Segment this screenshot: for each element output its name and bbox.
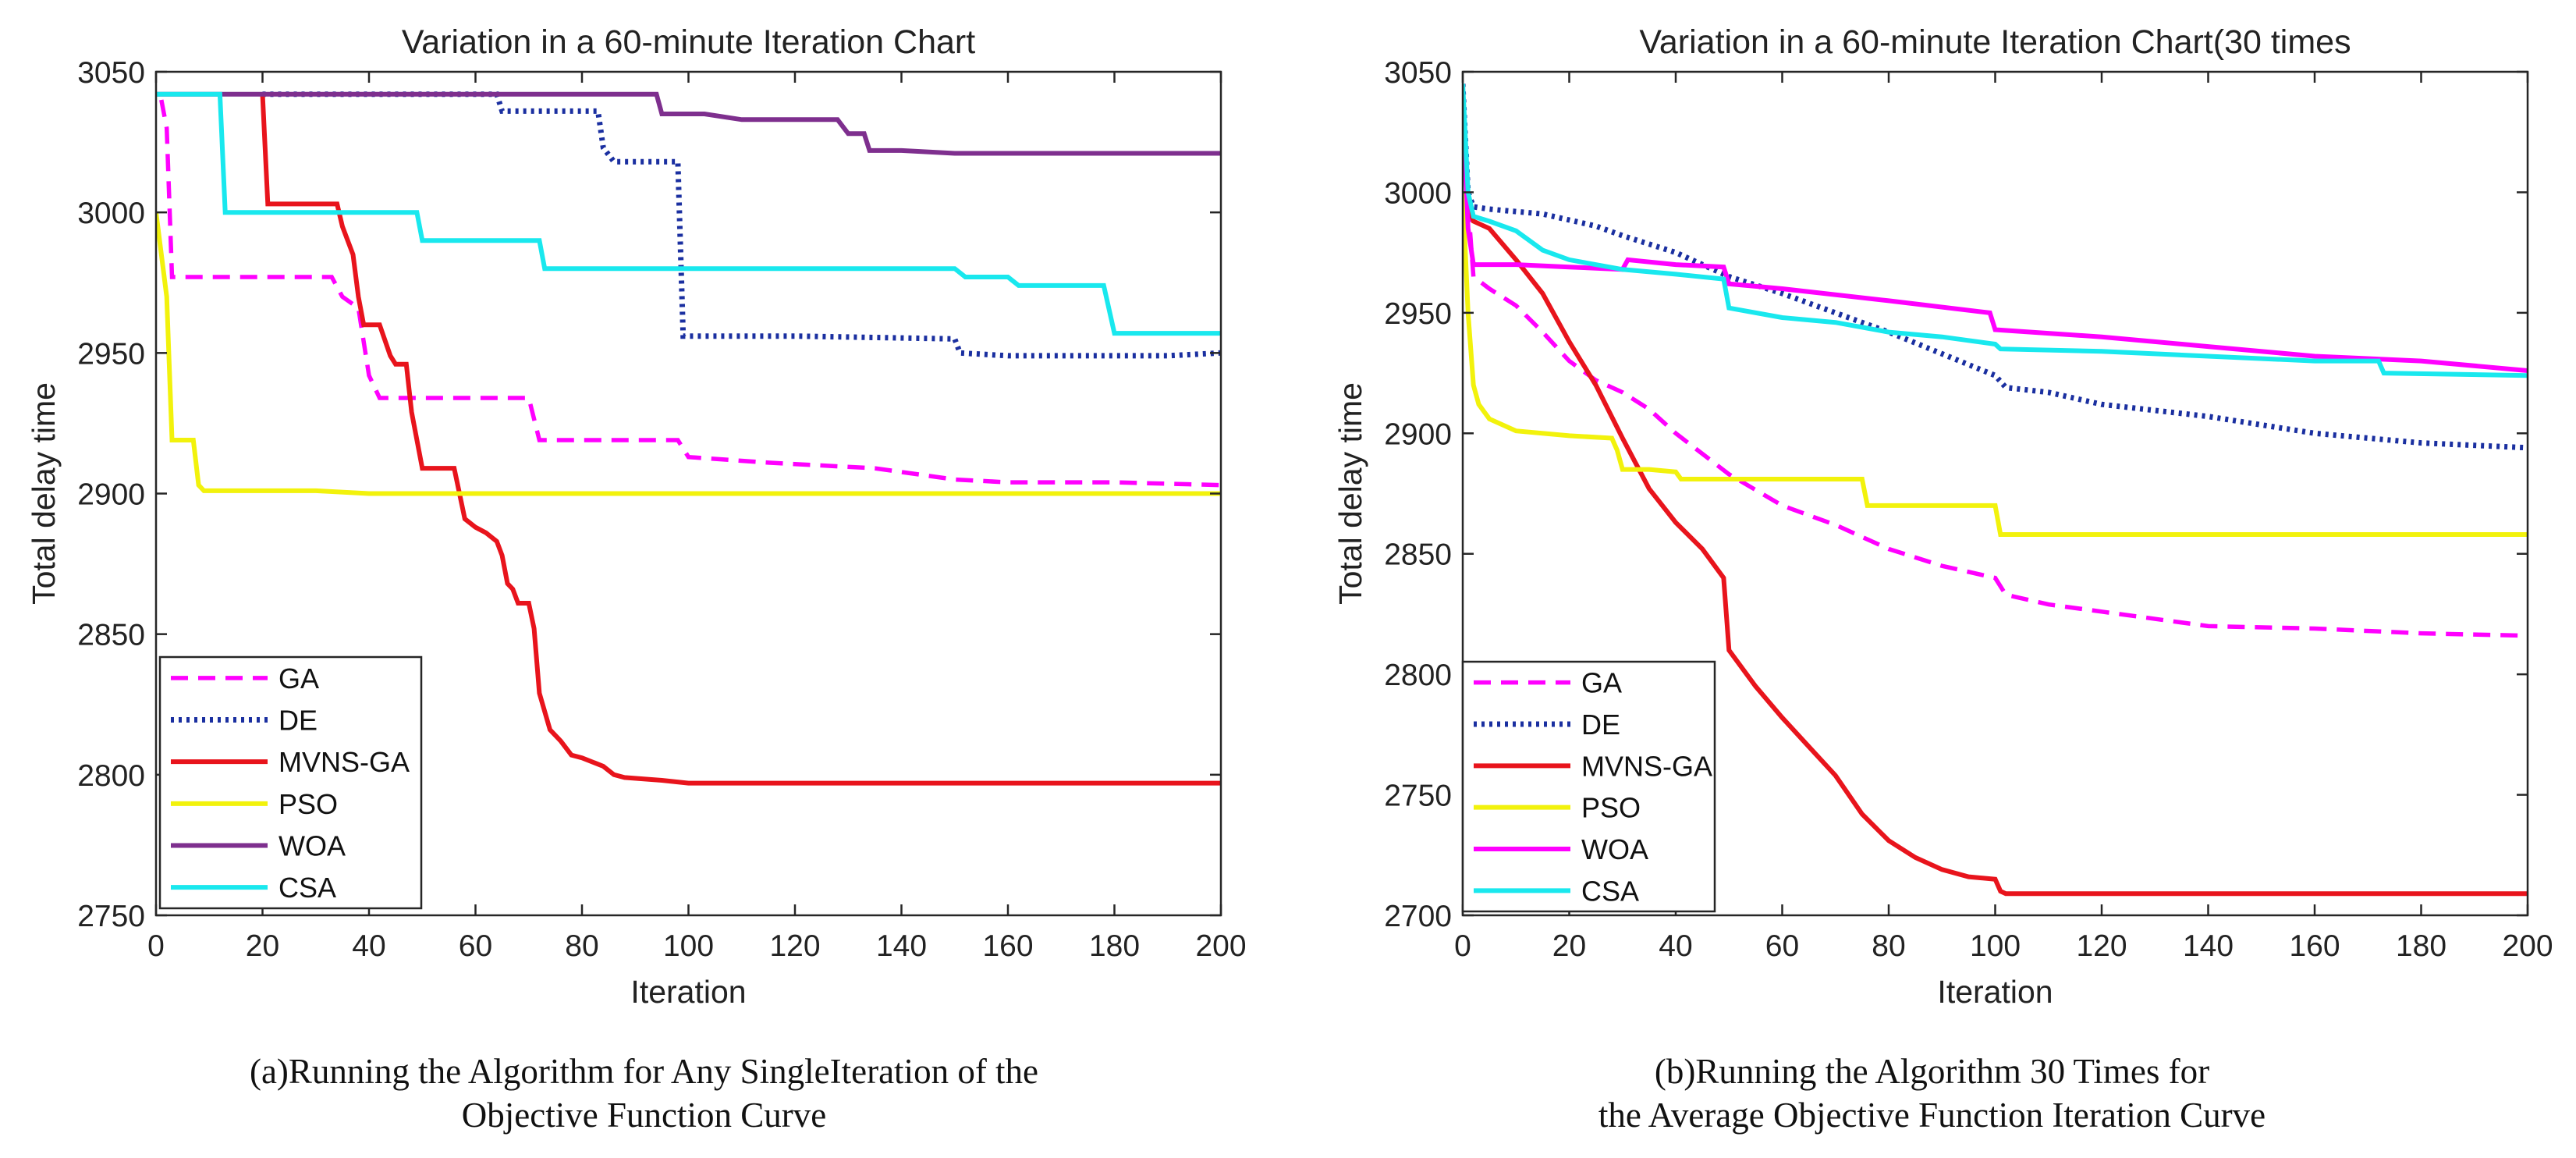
chart-a-svg: 0 20 40 60 80 100 120 140 160 180 200 2750 2800 2850 2…	[26, 23, 1247, 1010]
chart-a-title: Variation in a 60-minute Iteration Chart	[402, 23, 975, 61]
chart-a-x-tick-label: 200	[1195, 929, 1246, 963]
chart-a-y-tick-label: 2950	[77, 337, 145, 371]
chart-b-y-tick-label: 2850	[1384, 538, 1452, 572]
chart-b-x-tick-label: 120	[2076, 929, 2127, 963]
chart-a-legend-label-de: DE	[279, 705, 318, 737]
chart-a-legend-label-pso: PSO	[279, 788, 338, 820]
chart-a-series-group	[156, 91, 1221, 786]
chart-a-legend-label-woa: WOA	[279, 830, 346, 862]
caption-b: (b)Running the Algorithm 30 Times for th…	[1288, 1050, 2576, 1137]
chart-b-series-line-ga	[1463, 95, 2528, 638]
chart-a-legend-box	[158, 655, 423, 910]
chart-a-x-axis-label: Iteration	[630, 974, 746, 1010]
caption-a-line-2: Objective Function Curve	[461, 1096, 827, 1135]
chart-b-x-tick-label: 60	[1765, 929, 1799, 963]
chart-b-y-tick-label: 2800	[1384, 659, 1452, 692]
chart-b-series-group	[1463, 83, 2528, 897]
chart-b-y-tick-label: 2700	[1384, 900, 1452, 933]
chart-b-legend-box	[1461, 660, 1716, 913]
chart-a-legend-label-csa: CSA	[279, 872, 336, 904]
chart-a-y-tick-label: 2900	[77, 478, 145, 512]
chart-a-x-tick-label: 20	[246, 929, 279, 963]
chart-a-series-line-csa	[156, 91, 1221, 336]
chart-b-y-tick-label: 3000	[1384, 176, 1452, 210]
chart-a-y-tick-label: 2850	[77, 619, 145, 652]
chart-b-x-tick-label: 80	[1872, 929, 1905, 963]
chart-b-series-line-mvns-ga	[1463, 191, 2528, 897]
chart-b-y-axis-label: Total delay time	[1332, 382, 1368, 605]
chart-b-y-tick-label: 2900	[1384, 417, 1452, 451]
chart-a-x-tick-label: 0	[147, 929, 165, 963]
chart-a-series-line-pso	[156, 211, 1221, 496]
chart-b-title: Variation in a 60-minute Iteration Chart…	[1639, 23, 2351, 61]
chart-a-y-axis-label: Total delay time	[26, 382, 62, 605]
chart-b-svg: 0 20 40 60 80 100 120 140 160 180 200 2700 2750 2800 2…	[1332, 23, 2553, 1010]
chart-a-series-line-mvns-ga	[260, 94, 1221, 786]
chart-b-y-tick-label: 2750	[1384, 780, 1452, 813]
chart-a-x-tick-label: 180	[1089, 929, 1140, 963]
chart-a-x-tick-label: 160	[982, 929, 1033, 963]
chart-b-x-tick-label: 160	[2289, 929, 2340, 963]
chart-b-legend-label-mvns-ga: MVNS-GA	[1581, 750, 1712, 782]
chart-a-y-tick-label: 2800	[77, 759, 145, 793]
chart-b-legend-label-ga: GA	[1581, 667, 1622, 699]
chart-a-y-tick-label: 2750	[77, 900, 145, 933]
chart-a-legend-label-ga: GA	[279, 662, 319, 694]
chart-b-series-line-de	[1463, 83, 2528, 451]
chart-b-y-tick-label: 2950	[1384, 297, 1452, 331]
chart-b-x-axis-label: Iteration	[1937, 974, 2053, 1010]
chart-b-x-tick-label: 0	[1454, 929, 1471, 963]
chart-b-x-tick-label: 180	[2396, 929, 2446, 963]
chart-b-series-line-pso	[1463, 192, 2528, 537]
chart-b-y-tick-label: 3050	[1384, 56, 1452, 90]
caption-b-line-1: (b)Running the Algorithm 30 Times for	[1654, 1052, 2210, 1091]
chart-panel-b: 0 20 40 60 80 100 120 140 160 180 200 2700 2750 2800 2…	[1288, 0, 2576, 1158]
chart-b-x-tick-label: 200	[2502, 929, 2553, 963]
chart-a-y-tick-label: 3000	[77, 197, 145, 230]
caption-a: (a)Running the Algorithm for Any SingleI…	[0, 1050, 1288, 1137]
caption-b-line-2: the Average Objective Function Iteration…	[1598, 1096, 2266, 1135]
chart-b-legend-label-csa: CSA	[1581, 875, 1639, 907]
chart-b-series-line-woa	[1463, 95, 2528, 373]
chart-b-legend-label-woa: WOA	[1581, 833, 1648, 865]
chart-a-series-line-de	[262, 91, 1221, 359]
chart-a-x-tick-label: 100	[663, 929, 714, 963]
chart-a-x-tick-label: 120	[769, 929, 820, 963]
chart-a-x-tick-label: 80	[565, 929, 598, 963]
chart-a-x-tick-label: 140	[876, 929, 927, 963]
chart-b-x-tick-label: 20	[1552, 929, 1586, 963]
chart-a-legend-label-mvns-ga: MVNS-GA	[279, 746, 410, 778]
chart-b-legend-label-de: DE	[1581, 709, 1620, 741]
chart-a-y-tick-label: 3050	[77, 56, 145, 90]
chart-b-series-line-csa	[1463, 83, 2528, 378]
chart-b-x-tick-label: 140	[2183, 929, 2234, 963]
chart-b-x-tick-label: 100	[1970, 929, 2021, 963]
chart-a-x-tick-label: 40	[352, 929, 385, 963]
chart-b-legend-label-pso: PSO	[1581, 792, 1641, 824]
caption-a-line-1: (a)Running the Algorithm for Any SingleI…	[249, 1052, 1039, 1091]
chart-panel-a: 0 20 40 60 80 100 120 140 160 180 200 2750 2800 2850 2…	[0, 23, 1288, 1137]
chart-a-series-line-ga	[159, 99, 1221, 488]
chart-b-x-tick-label: 40	[1659, 929, 1692, 963]
chart-a-x-tick-label: 60	[459, 929, 492, 963]
chart-a-series-line-woa	[156, 91, 1221, 156]
